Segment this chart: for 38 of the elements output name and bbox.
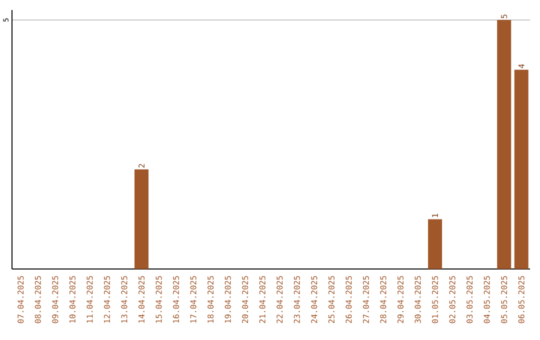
x-tick-label: 02.05.2025 [449, 276, 456, 324]
x-tick-label: 04.05.2025 [484, 276, 490, 324]
x-tick-label: 25.04.2025 [328, 276, 334, 324]
x-tick-label: 08.04.2025 [34, 276, 41, 324]
data-label: 4 [518, 64, 524, 68]
bar [497, 20, 512, 269]
x-tick-label: 22.04.2025 [276, 276, 283, 324]
x-tick-label: 15.04.2025 [156, 276, 162, 323]
x-tick-label: 18.04.2025 [208, 276, 214, 323]
x-tick-label: 10.04.2025 [69, 276, 76, 323]
x-tick-label: 16.04.2025 [173, 276, 180, 323]
x-tick-label: 21.04.2025 [259, 276, 266, 324]
x-tick-label: 26.04.2025 [346, 276, 352, 324]
data-label: 1 [432, 214, 438, 218]
x-tick-label: 06.05.2025 [518, 276, 524, 324]
x-tick-label: 17.04.2025 [190, 276, 196, 323]
x-tick-label: 11.04.2025 [86, 276, 93, 323]
x-tick-label: 09.04.2025 [52, 276, 58, 324]
x-tick-label: 24.04.2025 [311, 276, 318, 324]
x-tick-label: 13.04.2025 [121, 276, 128, 323]
x-tick-label: 28.04.2025 [380, 276, 386, 324]
bar [514, 70, 528, 269]
x-tick-label: 29.04.2025 [397, 276, 404, 324]
x-tick-label: 19.04.2025 [224, 276, 231, 323]
x-tick-label: 27.04.2025 [362, 276, 369, 324]
bar [428, 219, 442, 269]
x-tick-label: 23.04.2025 [294, 276, 300, 324]
x-tick-label: 01.05.2025 [432, 276, 438, 324]
x-tick-label: 07.04.2025 [18, 276, 24, 324]
x-tick-label: 12.04.2025 [104, 276, 110, 323]
x-tick-label: 14.04.2025 [138, 276, 145, 323]
x-tick-label: 20.04.2025 [242, 276, 248, 324]
data-label: 5 [501, 14, 508, 18]
x-tick-label: 30.04.2025 [414, 276, 421, 324]
x-tick-label: 05.05.2025 [501, 276, 508, 324]
x-tick-label: 03.05.2025 [466, 276, 473, 324]
bar [134, 169, 148, 269]
data-label: 2 [138, 164, 144, 168]
